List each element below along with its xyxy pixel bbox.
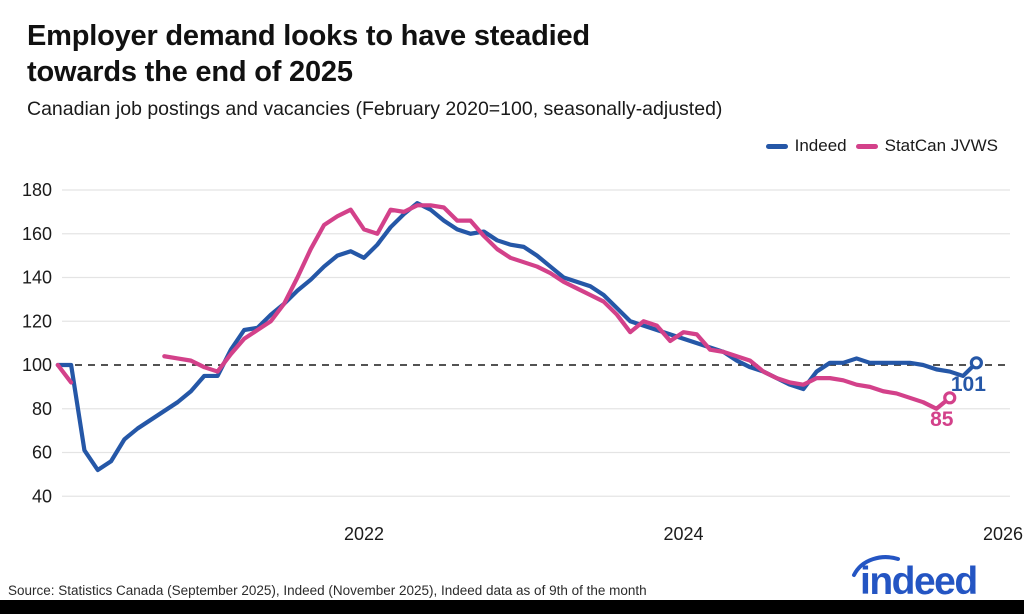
x-axis-tick-label: 2026 [983,524,1023,544]
end-marker-indeed [969,356,983,370]
logo-arc [852,555,900,577]
source-note: Source: Statistics Canada (September 202… [8,583,647,598]
end-marker-statcan-jvws [943,391,957,405]
legend-label: Indeed [794,136,847,155]
end-value-label-indeed: 101 [951,373,986,396]
y-axis-tick-label: 180 [22,180,52,200]
bottom-bar [0,600,1024,614]
x-axis-tick-label: 2024 [663,524,703,544]
y-axis-tick-label: 80 [32,399,52,419]
chart-subtitle: Canadian job postings and vacancies (Feb… [27,98,723,120]
y-axis-tick-label: 160 [22,224,52,244]
legend-dash-icon [855,143,878,149]
y-axis-tick-label: 140 [22,268,52,288]
y-axis-tick-label: 60 [32,443,52,463]
logo-text: indeed [860,560,977,601]
x-axis-tick-label: 2022 [344,524,384,544]
y-axis-tick-label: 120 [22,311,52,331]
legend-item-indeed: Indeed [765,136,847,156]
page-title: Employer demand looks to have steadied t… [27,20,590,88]
end-value-label-statcan-jvws: 85 [930,408,954,431]
legend-dash-icon [765,143,788,149]
y-axis-tick-label: 100 [22,355,52,375]
indeed-logo: indeed [852,555,978,601]
legend-label: StatCan JVWS [884,136,998,155]
legend-item-statcan-jvws: StatCan JVWS [855,136,998,156]
series-line-indeed [55,201,979,473]
legend: Indeed StatCan JVWS [765,136,998,156]
series-line-statcan-jvws [55,362,74,385]
y-axis-tick-label: 40 [32,486,52,506]
series-line-statcan-jvws [162,203,952,411]
